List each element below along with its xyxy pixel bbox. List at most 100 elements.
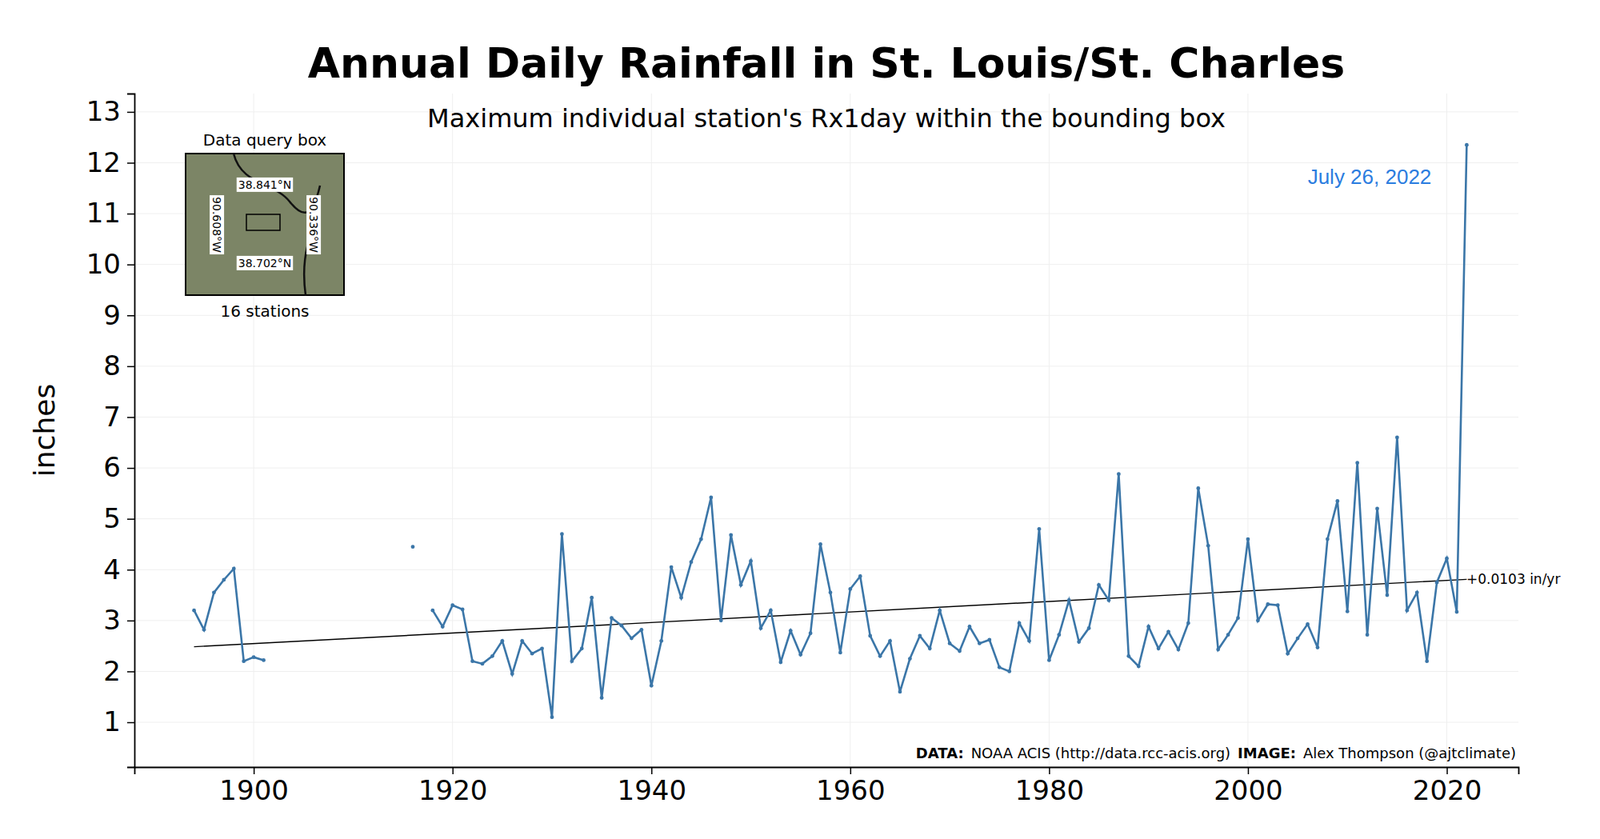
grid-line-x: [651, 93, 652, 768]
data-point: [1296, 636, 1300, 641]
data-point: [1385, 593, 1390, 598]
x-tick-label: 1960: [816, 774, 886, 807]
x-tick: 1900: [219, 767, 289, 807]
inset-query-box: [246, 214, 280, 231]
inset-coord-label: 90.336°W: [307, 196, 320, 253]
data-point: [689, 560, 694, 564]
data-point: [440, 624, 445, 629]
grid: [134, 93, 1519, 768]
data-point: [1007, 669, 1012, 674]
grid-line-x: [1446, 93, 1448, 768]
x-tick-mark: [651, 767, 653, 775]
y-tick-mark: [127, 112, 135, 114]
data-point: [639, 628, 644, 632]
data-point: [1067, 598, 1072, 603]
data-point: [739, 583, 744, 588]
y-tick-mark: [127, 366, 135, 368]
y-tick-label: 9: [103, 299, 121, 332]
data-point: [580, 646, 584, 651]
y-axis-line: [127, 94, 136, 768]
y-tick-mark: [127, 671, 135, 673]
grid-line-y: [134, 416, 1519, 418]
grid-line-y: [134, 468, 1519, 469]
data-point: [669, 565, 674, 570]
data-point: [1355, 460, 1360, 465]
data-point: [241, 659, 246, 664]
data-point: [659, 639, 664, 644]
data-point: [600, 696, 604, 700]
x-tick-label: 1900: [219, 774, 289, 807]
data-point: [888, 639, 892, 644]
data-point: [1305, 622, 1310, 627]
data-point: [1395, 436, 1400, 440]
annotation: July 26, 2022: [1308, 164, 1432, 189]
y-tick-label: 10: [86, 248, 121, 280]
data-point: [1107, 598, 1112, 603]
y-tick: 2: [103, 655, 135, 688]
data-point: [1285, 652, 1290, 656]
data-point: [520, 639, 524, 644]
data-point: [192, 608, 196, 613]
data-point: [1365, 632, 1370, 637]
data-point: [1415, 590, 1420, 595]
inset-coord: 38.702°N: [236, 256, 293, 271]
y-tick: 6: [103, 451, 135, 484]
data-point: [1176, 648, 1181, 652]
y-tick-mark: [127, 620, 135, 623]
data-point: [858, 574, 863, 579]
data-point: [540, 646, 544, 651]
grid-line-y: [134, 518, 1519, 520]
y-tick-label: 7: [103, 400, 121, 433]
x-tick-label: 1920: [418, 774, 488, 807]
data-point: [908, 656, 912, 661]
inset-coord-bg: [209, 195, 224, 255]
data-point: [928, 646, 932, 651]
data-point: [530, 652, 535, 656]
data-point: [1335, 499, 1340, 504]
y-tick: 5: [103, 502, 135, 535]
credit-text: NOAA ACIS (http://data.rcc-acis.org): [964, 744, 1231, 762]
data-point: [569, 659, 574, 664]
y-tick-label: 1: [103, 705, 121, 738]
x-axis-line: [135, 768, 1520, 776]
data-point: [878, 654, 883, 659]
y-tick-label: 2: [103, 655, 121, 688]
data-point: [1455, 610, 1460, 615]
credit-label: IMAGE:: [1230, 744, 1296, 762]
x-tick: 2020: [1412, 767, 1483, 807]
data-point: [1136, 664, 1141, 669]
data-point: [1424, 659, 1429, 664]
data-point: [1236, 616, 1240, 620]
x-tick-mark: [1446, 767, 1448, 775]
data-point: [1096, 583, 1101, 588]
data-point: [708, 496, 713, 500]
data-point: [987, 638, 992, 643]
x-tick: 1980: [1015, 767, 1085, 807]
credit-text: Alex Thompson (@ajtclimate): [1296, 744, 1516, 762]
grid-line-x: [849, 93, 851, 768]
y-tick: 8: [103, 349, 135, 382]
y-tick-mark: [127, 416, 135, 419]
data-point: [838, 651, 843, 656]
grid-line-x: [1247, 93, 1248, 768]
data-point: [898, 689, 903, 694]
x-tick: 2000: [1213, 767, 1284, 807]
data-point: [1047, 658, 1052, 663]
y-tick-label: 12: [86, 146, 121, 179]
inset-coord-bg: [236, 256, 293, 271]
x-tick-label: 2020: [1412, 774, 1483, 807]
y-tick-mark: [127, 518, 135, 520]
data-point: [1156, 646, 1161, 651]
y-tick: 1: [103, 705, 135, 738]
inset-coord-bg: [306, 195, 321, 255]
y-tick-label: 4: [103, 553, 121, 586]
data-point: [1444, 556, 1449, 561]
data-point: [788, 628, 793, 633]
data-point: [948, 641, 952, 646]
y-tick: 4: [103, 553, 135, 586]
data-point: [480, 662, 485, 667]
inset-coord: 90.608°W: [209, 195, 224, 255]
data-point: [1027, 639, 1032, 644]
inset-coord-label: 90.608°W: [210, 196, 224, 253]
x-tick-mark: [452, 767, 454, 775]
